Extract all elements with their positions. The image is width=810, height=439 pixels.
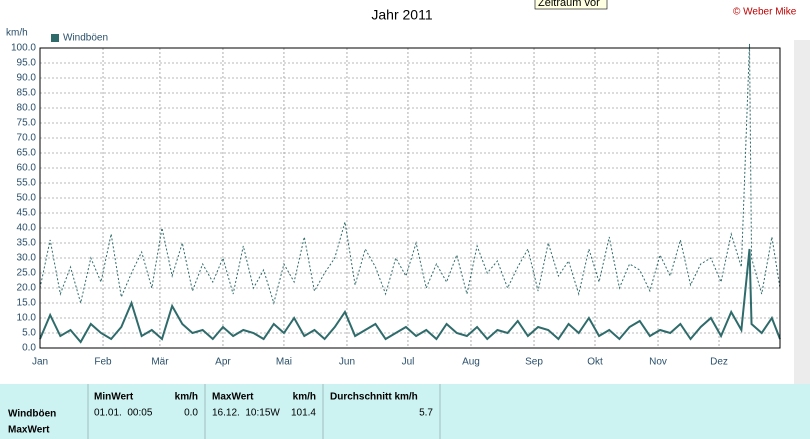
y-tick-label: 35.0 xyxy=(17,238,37,249)
x-tick-label: Jan xyxy=(32,357,48,368)
x-tick-label: Okt xyxy=(587,357,603,368)
side-bar xyxy=(794,40,810,384)
x-tick-label: Nov xyxy=(649,357,667,368)
x-tick-label: Aug xyxy=(462,357,480,368)
y-tick-label: 75.0 xyxy=(17,118,37,129)
row-label: MaxWert xyxy=(8,425,50,436)
table-cell: 5.7 xyxy=(419,408,433,419)
table-header: km/h xyxy=(293,392,316,403)
y-tick-label: 0.0 xyxy=(22,343,36,354)
y-tick-label: 60.0 xyxy=(17,163,37,174)
y-tick-label: 55.0 xyxy=(17,178,37,189)
table-cell: 16.12. 10:15W xyxy=(212,408,280,419)
y-tick-label: 20.0 xyxy=(17,283,37,294)
y-tick-label: 45.0 xyxy=(17,208,37,219)
table-header: Durchschnitt km/h xyxy=(330,392,418,403)
x-tick-label: Jul xyxy=(402,357,415,368)
row-label: Windböen xyxy=(8,409,56,420)
y-tick-label: 85.0 xyxy=(17,88,37,99)
y-tick-label: 30.0 xyxy=(17,253,37,264)
plot xyxy=(39,43,781,349)
tooltip: Zeitraum vor xyxy=(538,0,600,9)
legend-swatch xyxy=(51,34,59,42)
x-tick-label: Dez xyxy=(710,357,728,368)
chart-title: Jahr 2011 xyxy=(371,7,432,23)
series-line xyxy=(39,43,781,305)
y-tick-label: 70.0 xyxy=(17,133,37,144)
y-tick-label: 80.0 xyxy=(17,103,37,114)
x-tick-label: Jun xyxy=(339,357,355,368)
table-header: MinWert xyxy=(94,392,134,403)
table-cell: 101.4 xyxy=(291,408,316,419)
table-cell: 01.01. 00:05 xyxy=(94,408,153,419)
y-tick-label: 90.0 xyxy=(17,73,37,84)
chart-background xyxy=(0,0,810,384)
y-axis-label: km/h xyxy=(6,28,28,39)
copyright: © Weber Mike xyxy=(733,7,797,18)
y-tick-label: 5.0 xyxy=(22,328,36,339)
y-tick-label: 50.0 xyxy=(17,193,37,204)
table-header: MaxWert xyxy=(212,392,254,403)
y-tick-label: 25.0 xyxy=(17,268,37,279)
y-tick-label: 95.0 xyxy=(17,58,37,69)
table-lines xyxy=(87,384,441,439)
x-tick-label: Sep xyxy=(525,357,543,368)
table-cell: 0.0 xyxy=(184,408,198,419)
y-tick-label: 65.0 xyxy=(17,148,37,159)
x-tick-label: Mär xyxy=(151,357,169,368)
x-tick-label: Apr xyxy=(215,357,231,368)
tooltip-box xyxy=(534,0,608,10)
series-line xyxy=(39,248,781,344)
legend-label: Windböen xyxy=(63,33,108,44)
table-header: km/h xyxy=(175,392,198,403)
y-tick-label: 40.0 xyxy=(17,223,37,234)
table-background xyxy=(0,384,810,439)
x-tick-label: Mai xyxy=(276,357,292,368)
x-tick-label: Feb xyxy=(94,357,112,368)
y-tick-label: 15.0 xyxy=(17,298,37,309)
y-tick-label: 100.0 xyxy=(11,43,36,54)
plot-frame xyxy=(39,47,781,349)
y-tick-label: 10.0 xyxy=(17,313,37,324)
